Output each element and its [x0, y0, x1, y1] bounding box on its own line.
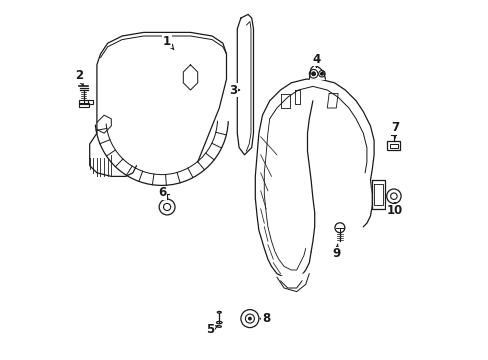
Circle shape [320, 72, 323, 75]
Bar [79, 100, 88, 104]
Polygon shape [309, 65, 325, 79]
Text: 3: 3 [229, 84, 239, 96]
Text: 10: 10 [386, 203, 402, 217]
Text: 6: 6 [158, 186, 166, 200]
Text: 7: 7 [390, 121, 398, 138]
Text: 4: 4 [312, 53, 320, 67]
Bar [83, 100, 92, 104]
Text: 8: 8 [260, 312, 270, 325]
Polygon shape [280, 281, 302, 288]
Polygon shape [183, 65, 197, 90]
Polygon shape [255, 115, 310, 281]
Text: 2: 2 [75, 69, 83, 86]
Text: 9: 9 [331, 244, 340, 260]
Polygon shape [237, 14, 253, 155]
Polygon shape [89, 32, 226, 162]
Circle shape [248, 317, 251, 320]
Polygon shape [276, 274, 309, 292]
Circle shape [311, 72, 315, 76]
Bar [389, 144, 397, 148]
Polygon shape [371, 180, 384, 209]
Text: 1: 1 [163, 35, 173, 49]
Bar [79, 104, 88, 107]
Bar [386, 141, 400, 150]
Text: 5: 5 [206, 323, 217, 336]
